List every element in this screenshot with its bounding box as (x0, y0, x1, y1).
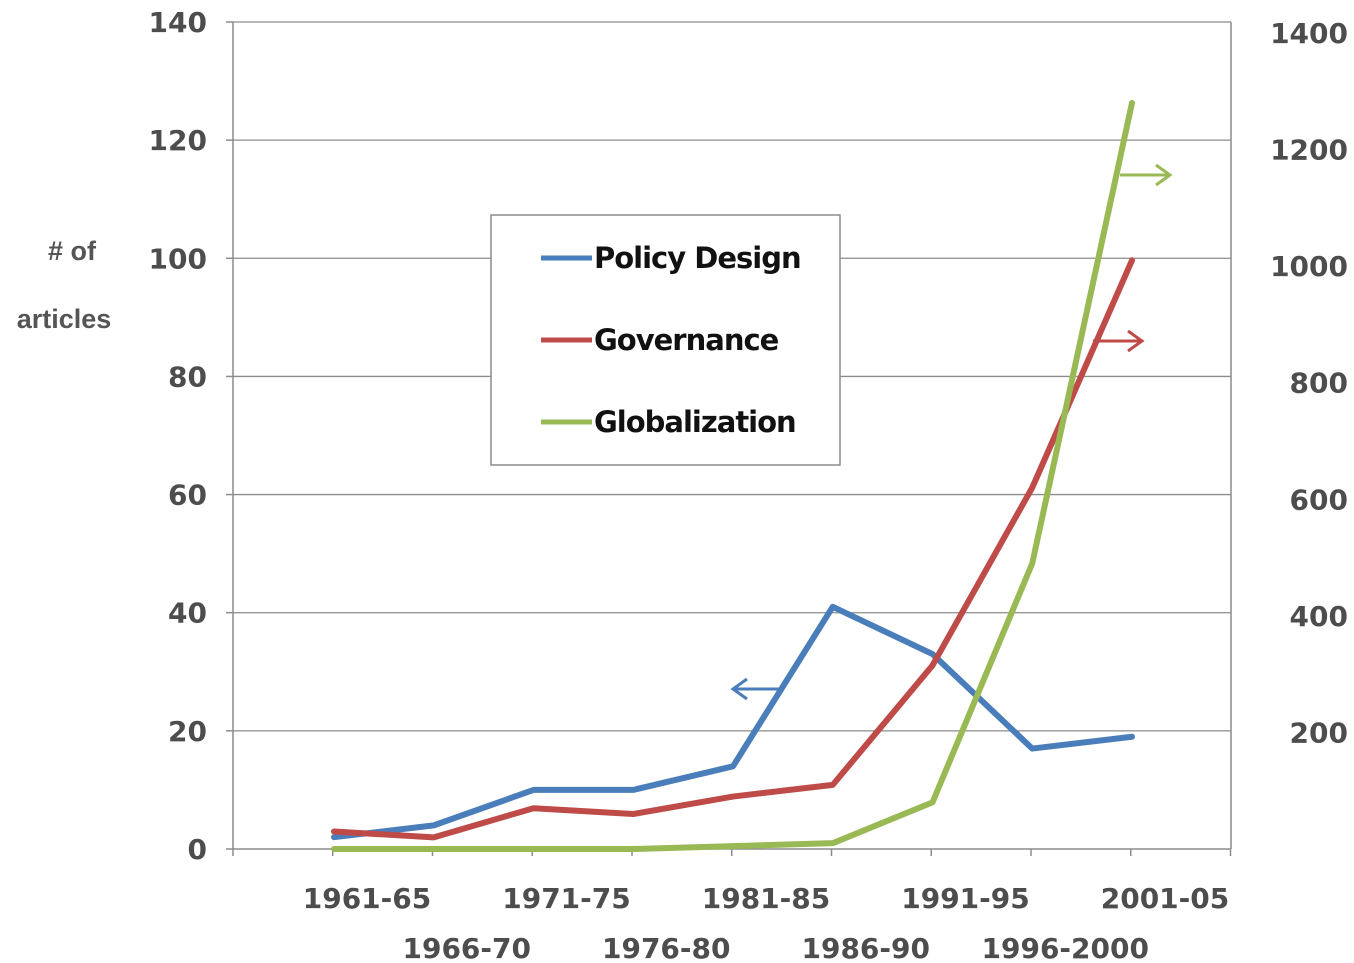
x-tick-label-1981-85: 1981-85 (702, 882, 831, 915)
x-axis-tick-labels: 1961-65 1966-70 1971-75 1976-80 1981-85 1986-… (303, 882, 1230, 963)
legend-label-globalization: Globalization (594, 405, 796, 439)
arrow-left-policy-design (730, 677, 782, 701)
axis-arrows (730, 163, 1173, 701)
series-lines (331, 99, 1135, 852)
left-tick-label-20: 20 (168, 715, 207, 748)
x-tick-label-1966-70: 1966-70 (402, 932, 531, 963)
right-axis-tick-labels: 200 400 600 800 1000 1200 1400 (1270, 17, 1348, 749)
left-tick-label-60: 60 (168, 479, 207, 512)
left-tick-label-40: 40 (168, 597, 207, 630)
series-line-policy-design (331, 603, 1135, 841)
y-axis-label-line1: # of (48, 236, 97, 266)
right-tick-label-1200: 1200 (1270, 134, 1348, 167)
arrow-left-policy-design-head (730, 677, 748, 701)
x-tick-label-2001-05: 2001-05 (1101, 882, 1230, 915)
left-tick-label-120: 120 (149, 124, 207, 157)
legend-label-policy-design: Policy Design (594, 241, 801, 275)
arrow-right-globalization-head (1155, 163, 1173, 187)
series-line-governance (331, 257, 1135, 841)
y-axis-label-line2: articles (17, 304, 112, 334)
arrow-right-globalization (1120, 163, 1173, 187)
x-tick-label-1996-2000: 1996-2000 (982, 932, 1149, 963)
x-tick-label-1976-80: 1976-80 (602, 932, 731, 963)
right-tick-label-600: 600 (1290, 483, 1348, 516)
right-tick-label-800: 800 (1290, 367, 1348, 400)
left-tick-label-0: 0 (188, 833, 207, 866)
right-tick-label-1000: 1000 (1270, 250, 1348, 283)
series-line-globalization (331, 99, 1135, 852)
left-axis-tick-labels: 0 20 40 60 80 100 120 140 (149, 6, 207, 866)
arrow-right-governance (1093, 329, 1145, 353)
left-tick-label-100: 100 (149, 242, 207, 275)
arrow-right-governance-head (1127, 329, 1145, 353)
x-tick-label-1971-75: 1971-75 (502, 882, 631, 915)
left-tick-label-140: 140 (149, 6, 207, 39)
x-tick-label-1991-95: 1991-95 (901, 882, 1030, 915)
right-tick-label-400: 400 (1290, 600, 1348, 633)
right-tick-label-200: 200 (1290, 716, 1348, 749)
legend: Policy Design Governance Globalization (490, 214, 841, 466)
x-tick-label-1986-90: 1986-90 (801, 932, 930, 963)
left-tick-label-80: 80 (168, 360, 207, 393)
legend-label-governance: Governance (594, 323, 779, 357)
x-tick-label-1961-65: 1961-65 (303, 882, 432, 915)
right-tick-label-1400: 1400 (1270, 17, 1348, 50)
